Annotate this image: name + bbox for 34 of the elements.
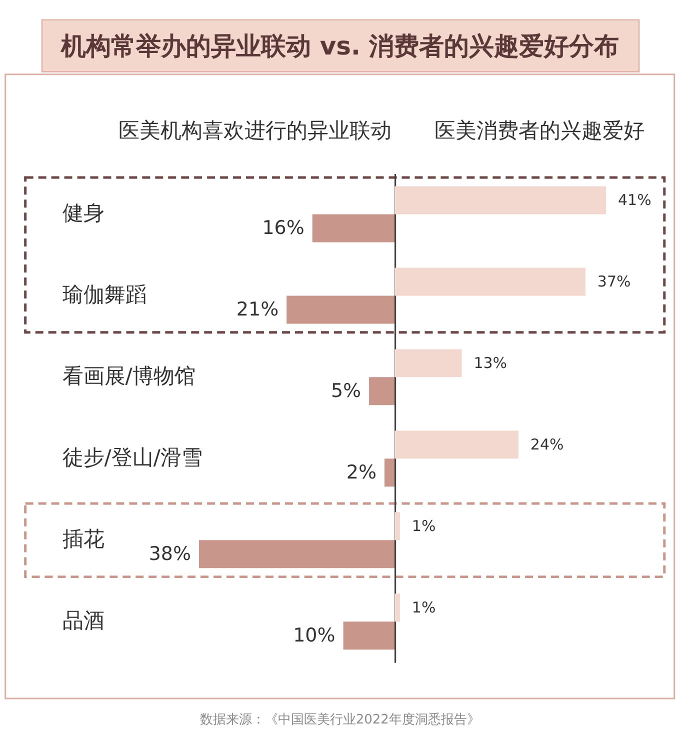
- bar: [343, 622, 395, 650]
- data-label: 24%: [530, 436, 564, 454]
- bar: [384, 458, 395, 487]
- data-label: 21%: [236, 298, 279, 321]
- bar: [286, 296, 395, 324]
- bar: [394, 594, 400, 622]
- data-label: 16%: [262, 217, 304, 240]
- data-label: 5%: [330, 380, 362, 402]
- y-tick-label: 瑜伽舞蹈: [62, 282, 146, 307]
- bar: [394, 349, 462, 378]
- y-tick-label: 插花: [62, 527, 104, 552]
- text: 医美消费者的兴趣爱好: [434, 118, 645, 142]
- data-label: 2%: [346, 462, 376, 484]
- data-label: 38%: [148, 543, 192, 566]
- bar: [312, 214, 395, 242]
- data-label: 41%: [618, 191, 652, 210]
- bar: [199, 540, 395, 568]
- y-tick-label: 健身: [62, 201, 104, 226]
- chart-title: 机构常举办的异业联动 vs. 消费者的兴趣爱好分布: [60, 31, 620, 60]
- data-label: 1%: [412, 598, 436, 617]
- bar: [394, 430, 518, 459]
- y-tick-label: 品酒: [62, 608, 104, 633]
- bar: [369, 377, 395, 406]
- bar: [394, 186, 606, 214]
- bar: [394, 512, 400, 540]
- y-tick-label: 看画展/博物馆: [62, 364, 196, 388]
- data-label: 10%: [293, 624, 336, 647]
- data-label: 37%: [597, 272, 631, 291]
- y-tick-label: 徒步/登山/滑雪: [62, 446, 202, 470]
- text: 医美机构喜欢进行的异业联动: [118, 118, 392, 142]
- data-label: 1%: [412, 517, 436, 536]
- data-label: 13%: [474, 354, 508, 372]
- source-note: 数据来源：《中国医美行业2022年度洞悉报告》: [200, 711, 480, 728]
- bar: [394, 268, 586, 296]
